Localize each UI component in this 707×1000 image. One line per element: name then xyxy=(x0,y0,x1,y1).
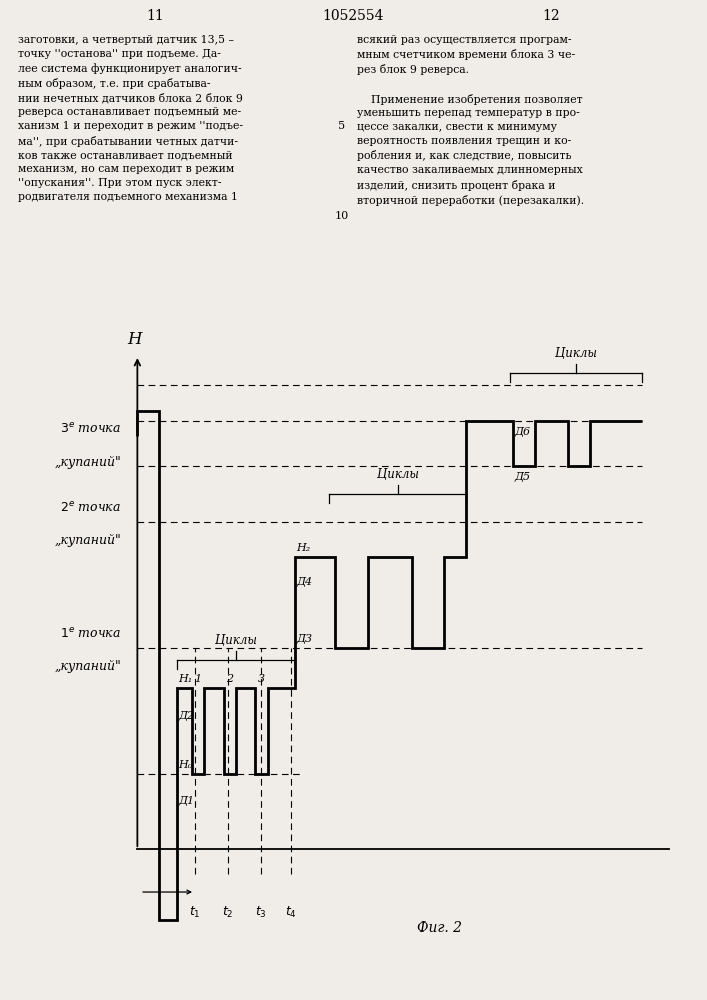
Text: $t_4$: $t_4$ xyxy=(285,905,297,920)
Text: Циклы: Циклы xyxy=(377,468,419,481)
Text: Д3: Д3 xyxy=(296,634,312,644)
Text: заготовки, а четвертый датчик 13,5 –
точку ''останова'' при подъеме. Да-
лее сис: заготовки, а четвертый датчик 13,5 – точ… xyxy=(18,35,243,202)
Text: Д2: Д2 xyxy=(178,711,194,721)
Text: Д1: Д1 xyxy=(178,796,194,806)
Text: всякий раз осуществляется програм-
мным счетчиком времени блока 3 че-
рез блок 9: всякий раз осуществляется програм- мным … xyxy=(357,35,584,206)
Text: „купаний": „купаний" xyxy=(54,534,121,547)
Text: 3: 3 xyxy=(258,674,265,684)
Text: 10: 10 xyxy=(334,211,349,221)
Text: Д5: Д5 xyxy=(515,472,531,482)
Text: Н₁: Н₁ xyxy=(178,674,192,684)
Text: Н₀: Н₀ xyxy=(178,760,192,770)
Text: 5: 5 xyxy=(338,121,345,131)
Text: $3^e$ точка: $3^e$ точка xyxy=(60,422,121,436)
Text: „купаний": „купаний" xyxy=(54,456,121,469)
Text: Фиг. 2: Фиг. 2 xyxy=(416,921,462,935)
Text: 1: 1 xyxy=(194,674,201,684)
Text: 11: 11 xyxy=(146,9,165,23)
Text: Н: Н xyxy=(127,331,142,348)
Text: „купаний": „купаний" xyxy=(54,660,121,673)
Text: Циклы: Циклы xyxy=(555,347,597,360)
Text: 1052554: 1052554 xyxy=(323,9,384,23)
Text: $t_3$: $t_3$ xyxy=(255,905,267,920)
Text: $1^e$ точка: $1^e$ точка xyxy=(60,626,121,640)
Text: Д4: Д4 xyxy=(296,577,312,587)
Text: Циклы: Циклы xyxy=(215,634,257,647)
Text: Д6: Д6 xyxy=(515,427,531,437)
Text: $2^e$ точка: $2^e$ точка xyxy=(60,500,121,514)
Text: Н₂: Н₂ xyxy=(296,543,310,553)
Text: 12: 12 xyxy=(543,9,560,23)
Text: 2: 2 xyxy=(226,674,233,684)
Text: $t_2$: $t_2$ xyxy=(222,905,233,920)
Text: $t_1$: $t_1$ xyxy=(189,905,201,920)
